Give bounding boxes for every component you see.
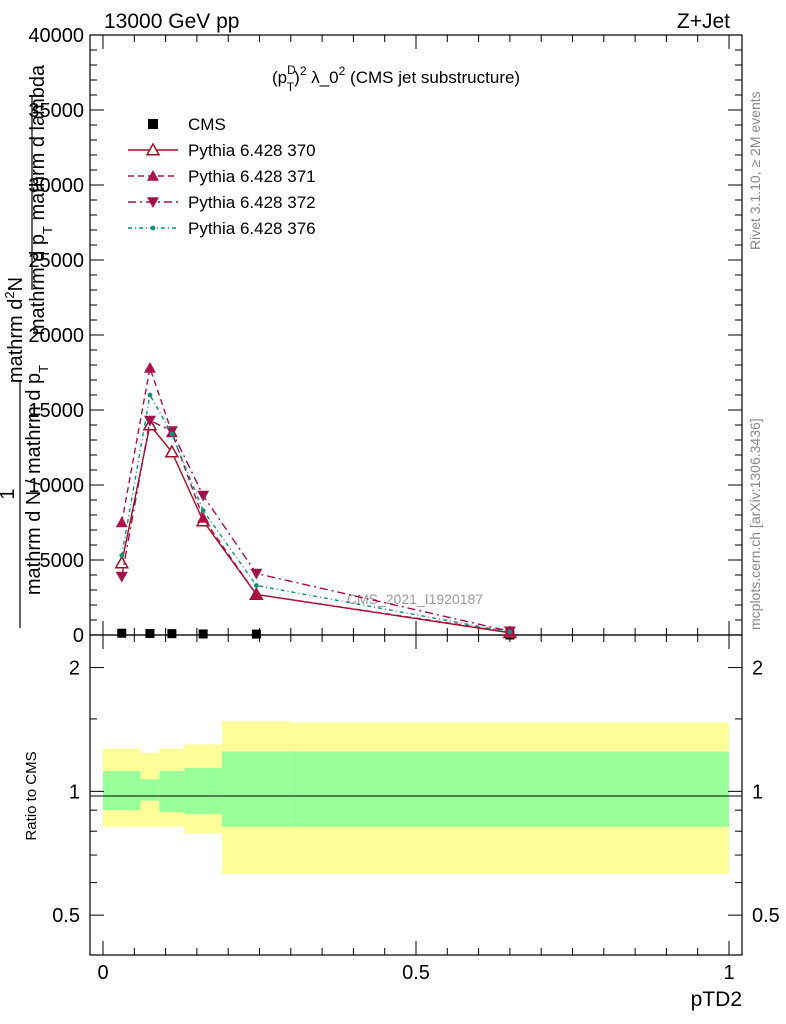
legend: CMS Pythia 6.428 370 Pythia 6.428 371 Pythi…	[128, 115, 316, 238]
ratio-band-green	[184, 767, 222, 815]
legend-label: CMS	[188, 115, 226, 134]
legend-entry: CMS	[148, 115, 226, 134]
main-yticks: 0 5000 10000 15000 20000 25000 30000 35000 40000	[28, 25, 742, 647]
series-layer	[114, 362, 518, 640]
ylabel-outer-denominator: mathrm d N / mathrm d pT	[23, 365, 51, 595]
series-point	[200, 508, 206, 513]
main-ytick-label: 30000	[28, 175, 84, 197]
series-point	[250, 588, 263, 600]
ratio-ylabel: Ratio to CMS	[23, 751, 40, 840]
legend-marker	[147, 197, 159, 208]
main-ylabel: mathrm d2N mathrm d pT mathrm d lambda 1…	[0, 64, 55, 628]
ratio-ytick-label: 0.5	[52, 905, 80, 927]
series-point	[169, 431, 175, 437]
series-point	[115, 571, 128, 583]
series-point	[250, 568, 263, 580]
series-point	[198, 629, 208, 639]
main-title: (pD T)2 λ_02 (CMS jet substructure)	[272, 63, 520, 94]
series-point	[167, 629, 177, 639]
watermark: CMS_2021_I1920187	[347, 591, 483, 607]
legend-entry: Pythia 6.428 371	[128, 167, 316, 186]
legend-label: Pythia 6.428 371	[188, 167, 316, 186]
series-0	[117, 628, 515, 640]
rivet-label: Rivet 3.1.10, ≥ 2M events	[747, 91, 763, 250]
ylabel-fraction-numerator: mathrm d2N	[2, 277, 27, 383]
main-ytick-label: 35000	[28, 100, 84, 122]
header-left: 13000 GeV pp	[104, 10, 239, 33]
ylabel-fraction-denominator: mathrm d pT mathrm d lambda	[27, 64, 55, 335]
main-ytick-label: 0	[73, 625, 84, 647]
legend-marker	[145, 142, 161, 156]
ratio-bands	[103, 721, 729, 874]
ratio-ytick-label-right: 2	[752, 658, 763, 680]
series-point	[145, 629, 155, 638]
legend-label: Pythia 6.428 376	[188, 219, 316, 238]
series-line	[121, 419, 511, 632]
xtick-label: 0.5	[402, 962, 430, 984]
legend-entry: Pythia 6.428 376	[128, 219, 316, 238]
main-ytick-label: 40000	[28, 25, 84, 47]
series-4	[119, 392, 513, 635]
legend-label: Pythia 6.428 370	[188, 141, 316, 160]
legend-label: Pythia 6.428 372	[188, 193, 316, 212]
main-ytick-label: 15000	[28, 400, 84, 422]
header-right: Z+Jet	[677, 10, 730, 33]
series-point	[197, 490, 210, 502]
series-point	[117, 628, 127, 638]
series-point	[114, 555, 130, 569]
main-ytick-label: 25000	[28, 250, 84, 272]
ratio-band-green	[221, 751, 291, 827]
series-line	[121, 392, 511, 633]
legend-marker	[147, 170, 159, 181]
legend-marker	[148, 119, 158, 129]
series-point	[197, 512, 210, 523]
series-point	[253, 583, 259, 588]
ratio-band-green	[290, 751, 729, 827]
main-ytick-label: 10000	[28, 475, 84, 497]
ylabel-outer-numerator: 1	[0, 488, 19, 499]
mcplots-label: mcplots.cern.ch [arXiv:1306.3436]	[747, 418, 763, 630]
ratio-band-green	[140, 779, 160, 801]
ratio-band-green	[159, 771, 185, 813]
series-point	[119, 553, 125, 558]
series-point	[251, 629, 261, 639]
series-point	[143, 415, 156, 427]
series-point	[507, 629, 513, 635]
ratio-ytick-label: 1	[69, 781, 80, 803]
ratio-ytick-label-right: 1	[752, 781, 763, 803]
ratio-band-green	[103, 771, 141, 811]
ratio-ytick-label-right: 0.5	[752, 905, 780, 927]
legend-marker	[150, 225, 156, 231]
ratio-yticks: 0.5 0.5 1 1 2 2	[52, 658, 780, 928]
xaxis-label: pTD2	[691, 988, 742, 1011]
legend-entry: Pythia 6.428 372	[128, 193, 316, 212]
main-ytick-label: 20000	[28, 325, 84, 347]
series-point	[115, 516, 128, 528]
main-ytick-label: 5000	[40, 550, 85, 572]
xtick-label: 1	[723, 962, 734, 984]
series-point	[143, 362, 156, 373]
ratio-ytick-label: 2	[69, 658, 80, 680]
series-point	[147, 392, 153, 398]
xtick-label: 0	[97, 962, 108, 984]
legend-entry: Pythia 6.428 370	[128, 141, 316, 160]
series-point	[164, 444, 180, 458]
series-line	[121, 365, 511, 633]
ratio-xticks: 0 0.5 1	[97, 635, 735, 984]
